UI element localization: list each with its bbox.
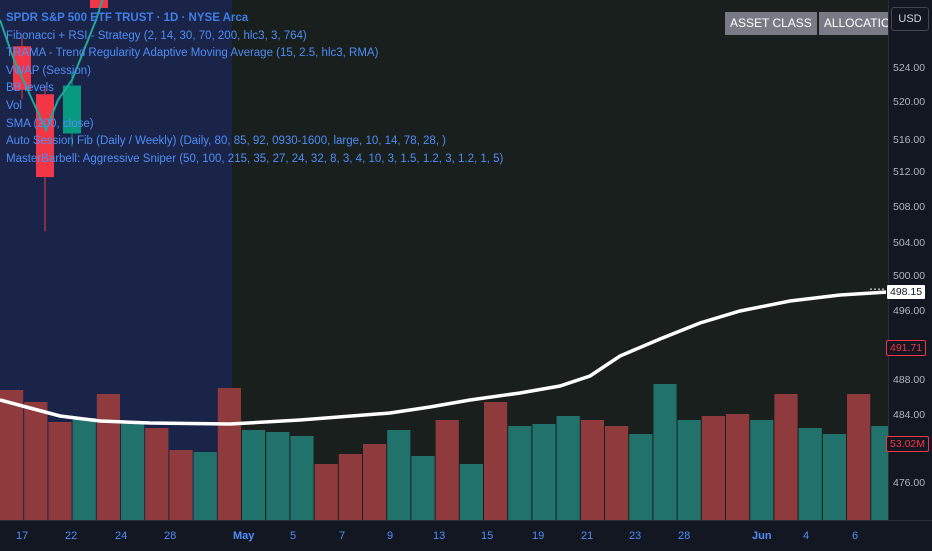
candle-body xyxy=(90,0,108,8)
time-label: Jun xyxy=(752,530,772,542)
volume-bar xyxy=(580,420,604,520)
indicator-fib-rsi[interactable]: Fibonacci + RSI - Strategy (2, 14, 30, 7… xyxy=(6,29,307,42)
price-tick: 516.00 xyxy=(893,134,926,146)
indicator-auto-session-fib[interactable]: Auto Session Fib (Daily / Weekly) (Daily… xyxy=(6,135,446,148)
volume-bar xyxy=(750,420,774,520)
price-tick: 508.00 xyxy=(893,201,926,213)
volume-bar xyxy=(459,464,483,520)
time-axis[interactable]: 17 22 24 28 May 5 7 9 13 15 19 21 23 28 … xyxy=(0,520,932,551)
indicator-vwap[interactable]: VWAP (Session) xyxy=(6,64,91,77)
candle-body xyxy=(63,85,81,134)
price-tick: 496.00 xyxy=(893,305,926,317)
indicator-line xyxy=(0,0,104,133)
time-label: 21 xyxy=(581,530,594,542)
time-label: 5 xyxy=(290,530,297,542)
volume-bar xyxy=(653,384,677,520)
indicator-masterbarbell[interactable]: MasterBarbell: Aggressive Sniper (50, 10… xyxy=(6,152,504,165)
volume-bar xyxy=(193,452,217,520)
table-header-asset-class: ASSET CLASS xyxy=(725,12,817,35)
volume-bar xyxy=(798,428,822,520)
time-label: 22 xyxy=(65,530,78,542)
volume-bar xyxy=(556,416,580,520)
volume-bar xyxy=(871,426,888,520)
volume-bar xyxy=(290,436,314,520)
volume-bar xyxy=(484,402,508,520)
volume-bar xyxy=(726,414,750,520)
volume-bar xyxy=(435,420,459,520)
time-label: 4 xyxy=(803,530,810,542)
price-tick: 488.00 xyxy=(893,374,926,386)
candle-body xyxy=(13,46,31,90)
volume-bar xyxy=(774,394,798,520)
price-tick: 476.00 xyxy=(893,477,926,489)
volume-bar xyxy=(72,418,96,520)
time-label: May xyxy=(233,530,255,542)
current-price-badge: 498.15 xyxy=(886,284,927,300)
volume-bar xyxy=(145,428,169,520)
price-tick: 504.00 xyxy=(893,237,926,249)
time-label: 17 xyxy=(16,530,29,542)
symbol-title[interactable]: SPDR S&P 500 ETF TRUST · 1D · NYSE Arca xyxy=(6,12,249,24)
time-label: 7 xyxy=(339,530,346,542)
price-tick: 524.00 xyxy=(893,62,926,74)
volume-bar xyxy=(605,426,629,520)
volume-bar xyxy=(701,416,725,520)
price-tick: 520.00 xyxy=(893,96,926,108)
volume-bar xyxy=(217,388,241,520)
indicator-legend[interactable]: SPDR S&P 500 ETF TRUST · 1D · NYSE Arca … xyxy=(6,10,503,168)
time-label: 6 xyxy=(852,530,859,542)
indicator-trama[interactable]: TRAMA - Trend Regularity Adaptive Moving… xyxy=(6,47,379,60)
volume-bar xyxy=(822,434,846,520)
volume-badge: 53.02M xyxy=(886,436,930,452)
price-tick: 512.00 xyxy=(893,166,926,178)
time-label: 9 xyxy=(387,530,394,542)
volume-bar xyxy=(169,450,193,520)
time-label: 24 xyxy=(115,530,128,542)
time-label: 23 xyxy=(629,530,642,542)
time-label: 13 xyxy=(433,530,446,542)
price-axis[interactable]: USD 524.00 520.00 516.00 512.00 508.00 5… xyxy=(886,0,932,520)
volume-bar xyxy=(532,424,556,520)
chart-canvas[interactable] xyxy=(0,0,888,520)
time-label: 28 xyxy=(164,530,177,542)
volume-bar xyxy=(847,394,871,520)
volume-bar xyxy=(121,422,145,520)
volume-bar xyxy=(387,430,411,520)
time-label: 19 xyxy=(532,530,545,542)
sma-line xyxy=(0,290,888,426)
indicator-sma[interactable]: SMA (200, close) xyxy=(6,117,94,130)
indicator-vol[interactable]: Vol xyxy=(6,99,22,112)
chart-pane[interactable]: SPDR S&P 500 ETF TRUST · 1D · NYSE Arca … xyxy=(0,0,888,520)
volume-bar xyxy=(242,430,266,520)
price-tick: 500.00 xyxy=(893,270,926,282)
volume-bar xyxy=(48,422,72,520)
price-tick: 484.00 xyxy=(893,409,926,421)
volume-bar xyxy=(96,394,120,520)
level-price-badge: 491.71 xyxy=(886,340,927,356)
volume-bar xyxy=(266,432,290,520)
volume-bar xyxy=(338,454,362,520)
volume-bar xyxy=(24,402,48,520)
currency-button[interactable]: USD xyxy=(891,7,929,31)
volume-bar xyxy=(629,434,653,520)
indicator-bb-levels[interactable]: BB levels xyxy=(6,82,54,95)
volume-bar xyxy=(363,444,387,520)
volume-bar xyxy=(677,420,701,520)
volume-bar xyxy=(411,456,435,520)
volume-bar xyxy=(0,390,24,520)
volume-bar xyxy=(314,464,338,520)
time-label: 28 xyxy=(678,530,691,542)
volume-bar xyxy=(508,426,532,520)
candle-body xyxy=(36,94,54,178)
time-label: 15 xyxy=(481,530,494,542)
